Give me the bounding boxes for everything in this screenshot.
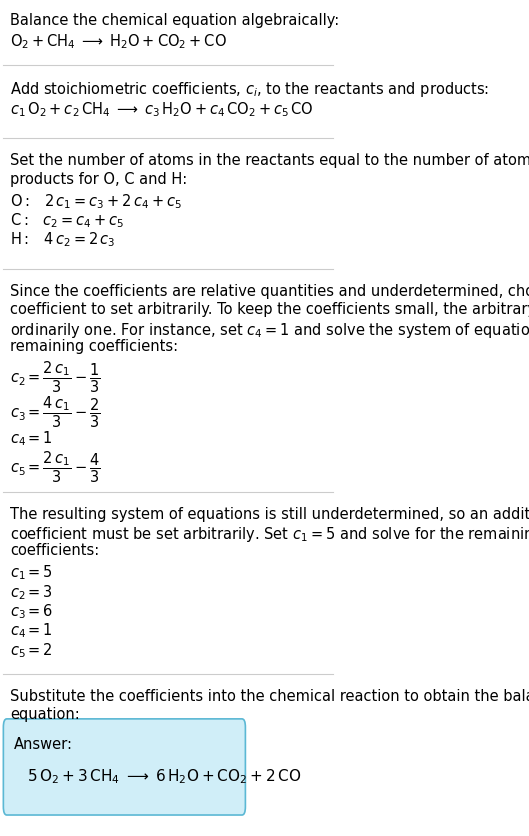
Text: $c_1 = 5$: $c_1 = 5$ <box>10 563 53 583</box>
Text: coefficient to set arbitrarily. To keep the coefficients small, the arbitrary va: coefficient to set arbitrarily. To keep … <box>10 303 529 318</box>
Text: Balance the chemical equation algebraically:: Balance the chemical equation algebraica… <box>10 13 339 28</box>
Text: $c_3 = \dfrac{4\,c_1}{3} - \dfrac{2}{3}$: $c_3 = \dfrac{4\,c_1}{3} - \dfrac{2}{3}$ <box>10 395 101 430</box>
FancyBboxPatch shape <box>3 719 245 815</box>
Text: $c_2 = \dfrac{2\,c_1}{3} - \dfrac{1}{3}$: $c_2 = \dfrac{2\,c_1}{3} - \dfrac{1}{3}$ <box>10 359 101 395</box>
Text: $\mathrm{O_2 + CH_4 \;\longrightarrow\; H_2O + CO_2 + CO}$: $\mathrm{O_2 + CH_4 \;\longrightarrow\; … <box>10 33 227 52</box>
Text: $c_2 = 3$: $c_2 = 3$ <box>10 583 53 602</box>
Text: coefficient must be set arbitrarily. Set $c_1 = 5$ and solve for the remaining: coefficient must be set arbitrarily. Set… <box>10 525 529 544</box>
Text: $c_5 = 2$: $c_5 = 2$ <box>10 641 53 660</box>
Text: remaining coefficients:: remaining coefficients: <box>10 339 178 354</box>
Text: equation:: equation: <box>10 707 80 722</box>
Text: The resulting system of equations is still underdetermined, so an additional: The resulting system of equations is sti… <box>10 507 529 522</box>
Text: $c_1\,\mathrm{O_2} + c_2\,\mathrm{CH_4} \;\longrightarrow\; c_3\,\mathrm{H_2O} +: $c_1\,\mathrm{O_2} + c_2\,\mathrm{CH_4} … <box>10 99 314 119</box>
Text: $\mathrm{C{:}}\;\;\; c_2 = c_4 + c_5$: $\mathrm{C{:}}\;\;\; c_2 = c_4 + c_5$ <box>10 212 124 230</box>
Text: $c_4 = 1$: $c_4 = 1$ <box>10 430 53 448</box>
Text: coefficients:: coefficients: <box>10 543 99 558</box>
Text: $c_3 = 6$: $c_3 = 6$ <box>10 602 53 621</box>
Text: Since the coefficients are relative quantities and underdetermined, choose a: Since the coefficients are relative quan… <box>10 284 529 299</box>
Text: Substitute the coefficients into the chemical reaction to obtain the balanced: Substitute the coefficients into the che… <box>10 689 529 704</box>
Text: Set the number of atoms in the reactants equal to the number of atoms in the: Set the number of atoms in the reactants… <box>10 153 529 168</box>
Text: $c_4 = 1$: $c_4 = 1$ <box>10 622 53 640</box>
Text: products for O, C and H:: products for O, C and H: <box>10 171 187 186</box>
Text: $c_5 = \dfrac{2\,c_1}{3} - \dfrac{4}{3}$: $c_5 = \dfrac{2\,c_1}{3} - \dfrac{4}{3}$ <box>10 450 101 485</box>
Text: Add stoichiometric coefficients, $c_i$, to the reactants and products:: Add stoichiometric coefficients, $c_i$, … <box>10 79 489 99</box>
Text: ordinarily one. For instance, set $c_4 = 1$ and solve the system of equations fo: ordinarily one. For instance, set $c_4 =… <box>10 321 529 340</box>
Text: $\mathrm{O{:}}\;\;\; 2\,c_1 = c_3 + 2\,c_4 + c_5$: $\mathrm{O{:}}\;\;\; 2\,c_1 = c_3 + 2\,c… <box>10 192 182 211</box>
Text: $\mathrm{H{:}}\;\;\; 4\,c_2 = 2\,c_3$: $\mathrm{H{:}}\;\;\; 4\,c_2 = 2\,c_3$ <box>10 231 115 249</box>
Text: Answer:: Answer: <box>13 737 72 752</box>
Text: $5\,\mathrm{O_2} + 3\,\mathrm{CH_4} \;\longrightarrow\; 6\,\mathrm{H_2O} + \math: $5\,\mathrm{O_2} + 3\,\mathrm{CH_4} \;\l… <box>27 767 302 786</box>
